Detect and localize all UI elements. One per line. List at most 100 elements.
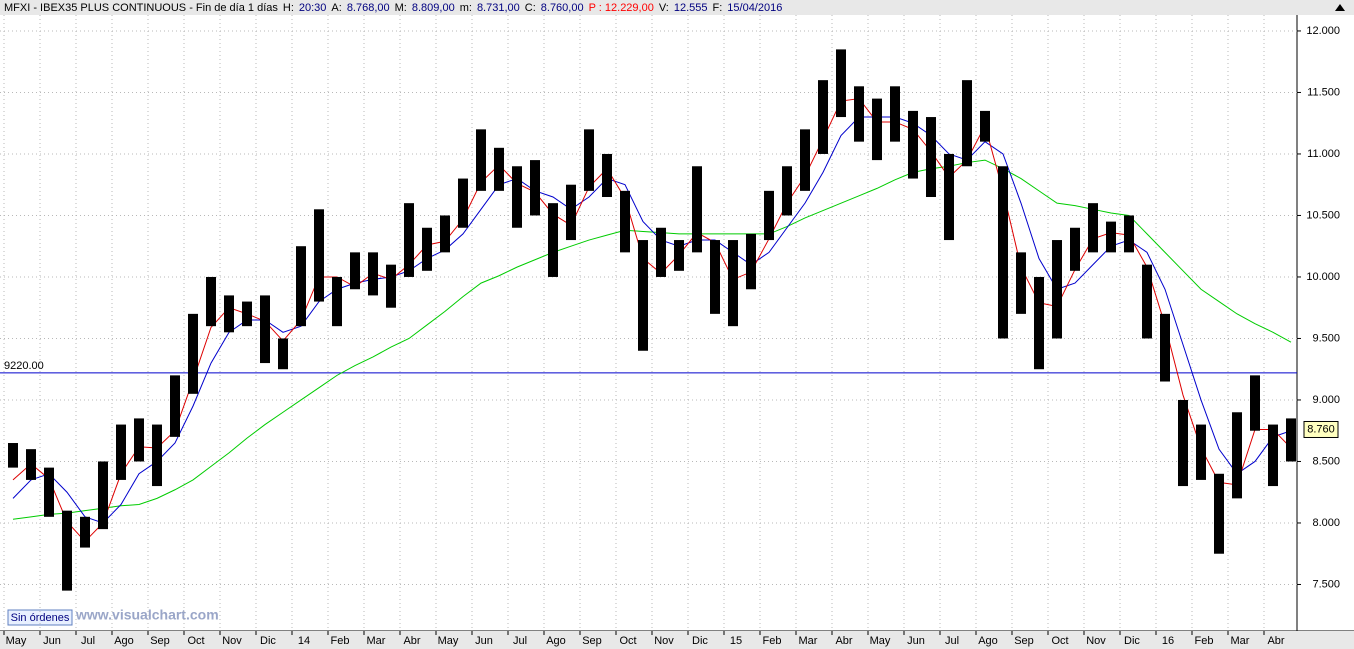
x-tick-label: Ago	[978, 635, 998, 647]
y-tick-label: 8.000	[1312, 517, 1340, 529]
scroll-up[interactable]	[1335, 4, 1345, 11]
price-bar	[80, 516, 90, 548]
price-bar	[836, 49, 846, 118]
price-bar	[98, 461, 108, 530]
price-bar	[332, 276, 342, 327]
price-bar	[944, 153, 954, 241]
price-bar	[908, 110, 918, 179]
price-bar	[314, 209, 324, 302]
x-tick-label: Sep	[582, 635, 602, 647]
title-segment: F:	[713, 2, 723, 14]
price-bar	[890, 86, 900, 142]
status-box[interactable]	[7, 609, 73, 626]
price-bar	[440, 215, 450, 253]
price-bar	[998, 166, 1008, 339]
y-tick-label: 11.000	[1307, 148, 1340, 160]
title-segment: 20:30	[299, 2, 327, 14]
price-bar	[224, 295, 234, 333]
x-tick-label: Mar	[367, 635, 386, 647]
price-bar	[512, 166, 522, 228]
price-bar	[1214, 473, 1224, 554]
price-bar	[350, 252, 360, 290]
title-segment: V:	[659, 2, 669, 14]
chart-title: MFXI - IBEX35 PLUS CONTINUOUS - Fin de d…	[4, 2, 782, 14]
x-tick-label: May	[870, 635, 891, 647]
x-tick-label: Jul	[81, 635, 95, 647]
x-tick-label: Nov	[222, 635, 242, 647]
x-tick-label: Dic	[260, 635, 276, 647]
price-bar	[1178, 399, 1188, 487]
price-bar	[62, 510, 72, 591]
y-tick-label: 8.500	[1312, 455, 1340, 467]
price-bar	[206, 276, 216, 327]
price-bar	[476, 129, 486, 191]
x-tick-label: Dic	[1124, 635, 1140, 647]
x-tick-label: Jul	[945, 635, 959, 647]
x-tick-label: Dic	[692, 635, 708, 647]
price-bar	[548, 203, 558, 277]
price-bar	[674, 240, 684, 271]
title-segment: 15/04/2016	[727, 2, 782, 14]
moving-average-line	[12, 159, 1292, 520]
price-bar	[1142, 264, 1152, 339]
status: Sin órdenes	[11, 612, 70, 624]
price-bar	[1196, 424, 1206, 480]
price-bar	[1286, 418, 1296, 462]
price-bar	[260, 295, 270, 364]
price-bar	[1124, 215, 1134, 253]
price-bar	[656, 227, 666, 277]
moving-average-line	[12, 116, 1292, 524]
price-bar	[530, 160, 540, 216]
title-segment: H:	[283, 2, 294, 14]
price-bar	[1070, 227, 1080, 271]
x-tick-label: Ago	[114, 635, 134, 647]
x-tick-label: Abr	[835, 635, 852, 647]
price-bar	[746, 233, 756, 290]
title-segment: 8.768,00	[347, 2, 390, 14]
x-tick-label: Ago	[546, 635, 566, 647]
last-price-label: 8.760	[1307, 423, 1335, 435]
x-tick-label: Abr	[1267, 635, 1284, 647]
price-bar	[602, 153, 612, 198]
price-bar	[494, 147, 504, 191]
price-bar	[1250, 375, 1260, 431]
price-bar	[296, 246, 306, 327]
x-tick-label: 15	[730, 635, 742, 647]
price-bar	[152, 424, 162, 487]
price-bar	[638, 240, 648, 351]
x-tick-label: Feb	[763, 635, 782, 647]
price-bar	[782, 166, 792, 216]
x-tick-label: Nov	[654, 635, 674, 647]
price-bar	[1016, 252, 1026, 314]
y-tick-label: 10.500	[1306, 209, 1340, 221]
x-tick-label: Jul	[513, 635, 527, 647]
last-price-box	[1303, 420, 1339, 438]
x-tick-label: Jun	[475, 635, 493, 647]
price-bar	[1268, 424, 1278, 487]
price-bar	[728, 240, 738, 327]
price-bar	[368, 252, 378, 296]
x-tick-label: Oct	[1051, 635, 1068, 647]
price-bar	[116, 424, 126, 480]
y-tick-label: 12.000	[1306, 25, 1340, 37]
price-bar	[1232, 412, 1242, 499]
title-segment: 8.760,00	[541, 2, 584, 14]
price-bar	[422, 227, 432, 271]
x-tick-label: 14	[298, 635, 310, 647]
title-segment: A:	[331, 2, 341, 14]
price-bar	[962, 80, 972, 167]
price-bar	[566, 184, 576, 241]
title-segment: M:	[395, 2, 407, 14]
y-tick-label: 9.500	[1312, 332, 1340, 344]
x-tick-label: May	[438, 635, 459, 647]
price-bar	[800, 129, 810, 191]
x-tick-label: May	[6, 635, 27, 647]
x-tick-label: Nov	[1086, 635, 1106, 647]
price-bar	[710, 240, 720, 314]
x-tick-label: Jun	[43, 635, 61, 647]
x-tick-label: Mar	[1231, 635, 1250, 647]
price-bar	[1106, 221, 1116, 253]
price-bar	[692, 166, 702, 253]
x-tick-label: Feb	[1195, 635, 1214, 647]
